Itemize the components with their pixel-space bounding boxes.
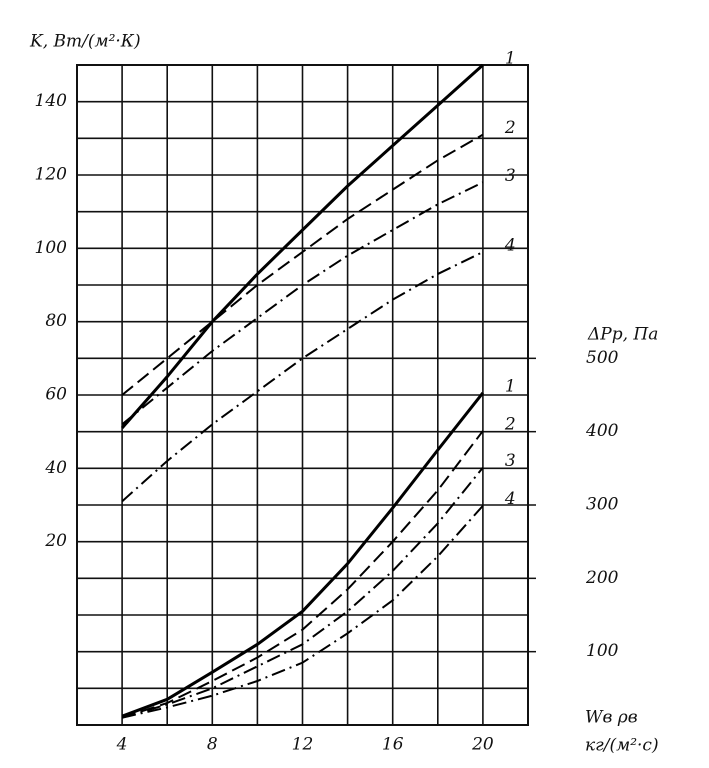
y-axis-label: K, Вт/(м²·К) — [29, 32, 141, 52]
y-tick-label: 100 — [35, 238, 68, 258]
y2-tick-label: 200 — [585, 568, 619, 588]
y-tick-label: 120 — [35, 165, 68, 185]
x-axis-units: кг/(м²·с) — [585, 736, 659, 756]
y-tick-label: 60 — [45, 385, 67, 405]
series-line — [121, 391, 485, 718]
series-line — [121, 133, 484, 396]
curve-label: 4 — [504, 489, 516, 509]
series-line — [121, 466, 484, 719]
y-tick-label: 140 — [35, 91, 68, 111]
y-tick-label: 40 — [44, 458, 67, 478]
curve-label: 3 — [505, 166, 516, 186]
y2-axis-label: ΔPр, Па — [587, 325, 658, 345]
x-tick-label: 4 — [116, 735, 128, 755]
y2-tick-label: 300 — [586, 495, 619, 515]
curve-label: 1 — [505, 376, 516, 396]
x-axis-label: Wв ρв — [585, 708, 638, 728]
y-tick-label: 20 — [44, 531, 67, 551]
series-line — [121, 181, 484, 426]
curve-label: 4 — [504, 236, 516, 256]
series-line — [121, 505, 484, 719]
curve-label: 1 — [505, 49, 516, 69]
series-line — [121, 430, 484, 719]
series-line — [121, 251, 484, 503]
curve-label: 2 — [504, 414, 516, 434]
x-tick-label: 8 — [207, 735, 218, 755]
curve-label: 3 — [505, 451, 516, 471]
x-tick-label: 20 — [471, 735, 494, 755]
x-tick-label: 16 — [382, 735, 404, 755]
y-tick-label: 80 — [45, 311, 67, 331]
y2-tick-label: 100 — [586, 641, 619, 661]
y2-tick-label: 400 — [585, 421, 619, 441]
curve-label: 2 — [504, 118, 516, 138]
x-tick-label: 12 — [292, 735, 314, 755]
y2-tick-label: 500 — [586, 348, 619, 368]
series-line — [120, 63, 484, 429]
plot-frame — [76, 64, 529, 726]
